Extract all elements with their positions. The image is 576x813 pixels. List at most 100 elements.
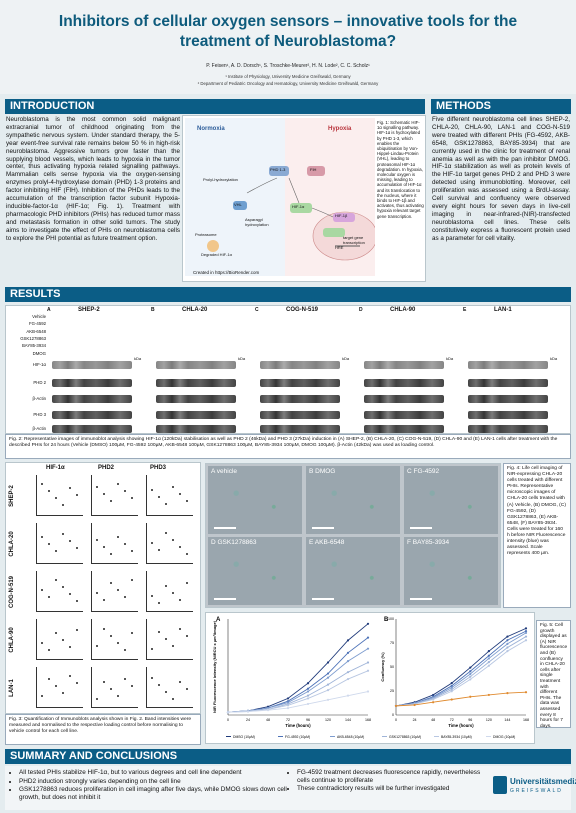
blot-band [364,411,444,419]
fig3-data-point [55,550,57,552]
fig3-data-point [179,546,181,548]
fig3-data-point [96,592,98,594]
fig3-mini-plot [91,571,138,612]
fig3-data-point [62,504,64,506]
x-tick-label: 0 [395,718,397,722]
y-axis-label: Confluency (%) [380,652,385,682]
author-list: P. Feisen¹, A. D. Dorsch¹, S. Troschke-M… [206,63,370,69]
series-line [227,662,369,713]
series-point [394,704,398,707]
fig3-data-point [158,549,160,551]
methods-heading: METHODS [431,99,571,114]
x-axis-label: Time (hours) [285,723,311,728]
fig3-data-point [55,579,57,581]
x-tick-label: 120 [325,718,331,722]
blot-band [52,361,132,369]
series-point [469,670,472,673]
fig3-data-point [62,586,64,588]
fig3-data-point [41,483,43,485]
series-point [326,683,330,686]
fig3-row-title: CHLA-20 [9,531,15,557]
x-tick-label: 96 [468,718,472,722]
microscopy-label: F BAY85-3934 [407,539,450,546]
series-point [346,694,350,697]
series-point [286,697,290,700]
series-line [227,637,369,713]
series-line [395,627,527,707]
fig3-data-point [110,500,112,502]
figure-3-quantification: HIF-1α PHD2 PHD3 SHEP-2 CHLA-20 COG-N-519 CHLA… [5,462,201,714]
series-point [506,635,509,638]
series-point [487,664,490,667]
fig3-data-point [117,695,119,697]
fig3-data-point [151,677,153,679]
fig3-data-point [69,540,71,542]
fig3-mini-plot [146,619,193,660]
microscopy-label: C FG-4592 [407,468,440,475]
proteasome-label: Proteasome [195,232,217,237]
blot-row-label: HIF-1α [32,362,46,367]
fig3-data-point [76,629,78,631]
scale-bar [214,527,236,529]
fig3-data-point [41,642,43,644]
series-point [524,691,528,694]
series-point [524,629,528,633]
fig3-data-point [55,497,57,499]
y-tick-label: 50 [390,665,394,669]
microscopy-label: D GSK1278863 [211,539,257,546]
microscopy-image: A vehicle [208,466,302,534]
fig3-data-point [110,582,112,584]
fig3-mini-plot [91,523,138,564]
fig3-data-point [62,533,64,535]
blot-band [468,361,548,369]
fig3-data-point [131,579,133,581]
panel-letter: A [47,307,51,313]
figure-2-caption: Fig. 2: Representative images of immunob… [5,434,571,459]
blot-band [364,361,444,369]
series-point [366,636,370,639]
fig3-data-point [96,645,98,647]
fig3-mini-plot [91,667,138,708]
x-tick-label: 168 [523,718,529,722]
fig3-data-point [48,543,50,545]
x-tick-label: 96 [306,718,310,722]
pathway-diagram [185,118,375,276]
blot-band [468,425,548,433]
fig3-data-point [55,685,57,687]
blot-band [260,425,340,433]
prolyl-label: Prolyl-hydroxylation [203,177,238,182]
series-point [346,671,350,674]
fig3-data-point [179,599,181,601]
fig3-data-point [69,646,71,648]
x-tick-label: 72 [450,718,454,722]
figure-3-caption: Fig. 3: Quantification of Immunoblots an… [5,714,201,745]
asparagyl-label: Asparagyl hydroxylation [245,217,269,227]
fig3-data-point [131,685,133,687]
fig3-data-point [151,489,153,491]
series-point [346,660,350,663]
fig3-data-point [165,691,167,693]
x-tick-label: 168 [365,718,371,722]
series-point [326,689,330,692]
scale-bar [410,527,432,529]
microscopy-label: E AKB-6548 [309,539,345,546]
fig3-data-point [62,639,64,641]
series-point [469,672,472,676]
fig3-data-point [186,635,188,637]
figure-4-microscopy: A vehicle B DMOG C FG-4592 D GSK1278863 E AK… [205,463,501,608]
series-point [246,710,250,713]
fig3-data-point [96,486,98,488]
fih-label: FIH [310,167,317,172]
fig3-data-point [165,532,167,534]
blot-row-label: PHD 2 [33,380,46,385]
poster-title: Inhibitors of cellular oxygen sensors – … [58,13,518,50]
hif1a-label: HIF-1α [292,204,305,209]
treatment-label: BAY85-3934 [21,343,46,349]
affiliation-1: ¹ Institute of Physiology, University Me… [225,74,351,79]
series-point [366,647,370,650]
series-point [306,687,310,690]
series-point [450,684,453,687]
series-point [306,694,310,697]
blot-band [156,425,236,433]
fig3-data-point [124,543,126,545]
